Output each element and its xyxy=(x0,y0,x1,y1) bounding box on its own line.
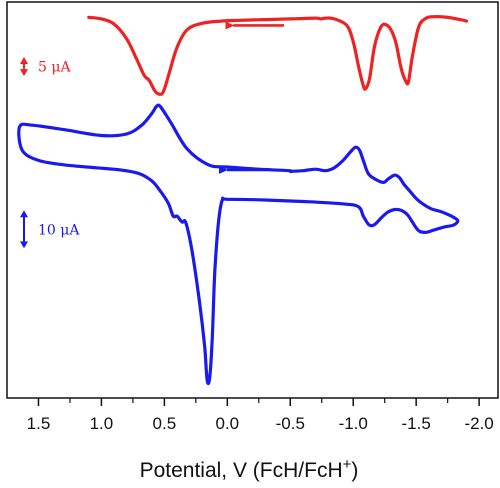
x-axis-title: Potential, V (FcH/FcH+) xyxy=(140,456,359,482)
scale-bar-label: 10 μA xyxy=(38,222,80,238)
x-tick-label: 0.5 xyxy=(153,414,177,433)
red-voltammogram-line xyxy=(87,15,469,96)
annotation-layer: 5 μA 10 μA xyxy=(20,21,284,249)
scale-bar-10ua: 10 μA xyxy=(20,210,80,249)
x-tick-label: 1.5 xyxy=(27,414,51,433)
scale-bar-5ua: 5 μA xyxy=(20,57,71,77)
x-tick-label: -0.5 xyxy=(276,414,305,433)
plot-frame xyxy=(6,1,499,399)
scale-bar-up-arrowhead xyxy=(20,57,28,64)
x-tick-label: -1.5 xyxy=(402,414,431,433)
x-axis: 1.5 1.0 0.5 0.0 -0.5 -1.0 -1.5 -2.0 xyxy=(27,398,494,433)
x-tick-label: 1.0 xyxy=(90,414,114,433)
scale-bar-up-arrowhead xyxy=(20,210,28,218)
series-layer xyxy=(17,15,469,386)
x-axis-title-superscript: + xyxy=(343,456,352,473)
scale-bar-label: 5 μA xyxy=(38,60,71,76)
x-tick-label: 0.0 xyxy=(216,414,240,433)
x-tick-label: -1.0 xyxy=(339,414,368,433)
scale-bar-down-arrowhead xyxy=(20,69,28,77)
scale-bar-down-arrowhead xyxy=(20,241,28,249)
x-tick-label: -2.0 xyxy=(464,414,493,433)
blue-voltammogram-line xyxy=(17,103,460,386)
